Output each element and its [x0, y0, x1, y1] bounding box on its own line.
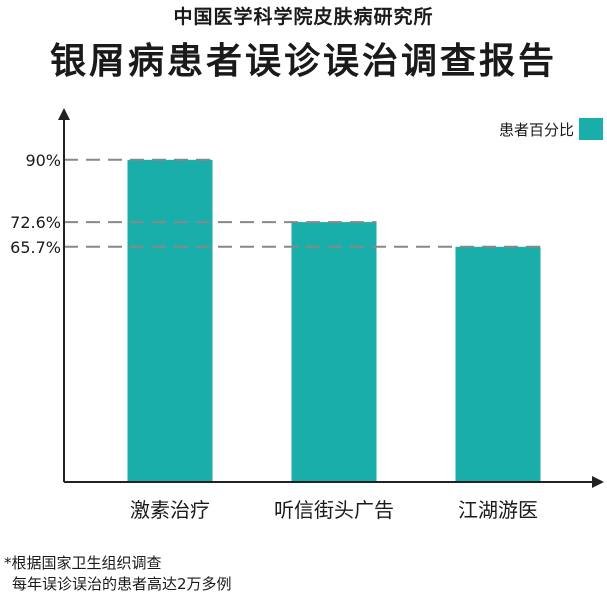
bar-2	[291, 222, 377, 483]
x-axis-arrow	[592, 476, 604, 488]
chart-supertitle: 中国医学科学院皮肤病研究所	[173, 6, 434, 28]
footnote-line-1: *根据国家卫生组织调查	[4, 554, 162, 572]
value-label-2: 72.6%	[10, 213, 61, 232]
bar-1	[127, 159, 213, 483]
legend-swatch	[579, 118, 603, 140]
chart-title: 银屑病患者误诊误治调查报告	[49, 41, 557, 82]
category-label-1: 激素治疗	[130, 498, 210, 522]
legend: 患者百分比	[499, 118, 603, 140]
value-label-1: 90%	[25, 151, 61, 170]
category-label-3: 江湖游医	[458, 498, 538, 522]
category-label-2: 听信街头广告	[274, 498, 394, 522]
value-label-3: 65.7%	[10, 238, 61, 257]
footnote-line-2: 每年误诊误治的患者高达2万多例	[12, 575, 232, 593]
legend-label: 患者百分比	[498, 120, 574, 139]
y-axis-arrow	[58, 108, 70, 120]
bar-3	[455, 246, 541, 482]
